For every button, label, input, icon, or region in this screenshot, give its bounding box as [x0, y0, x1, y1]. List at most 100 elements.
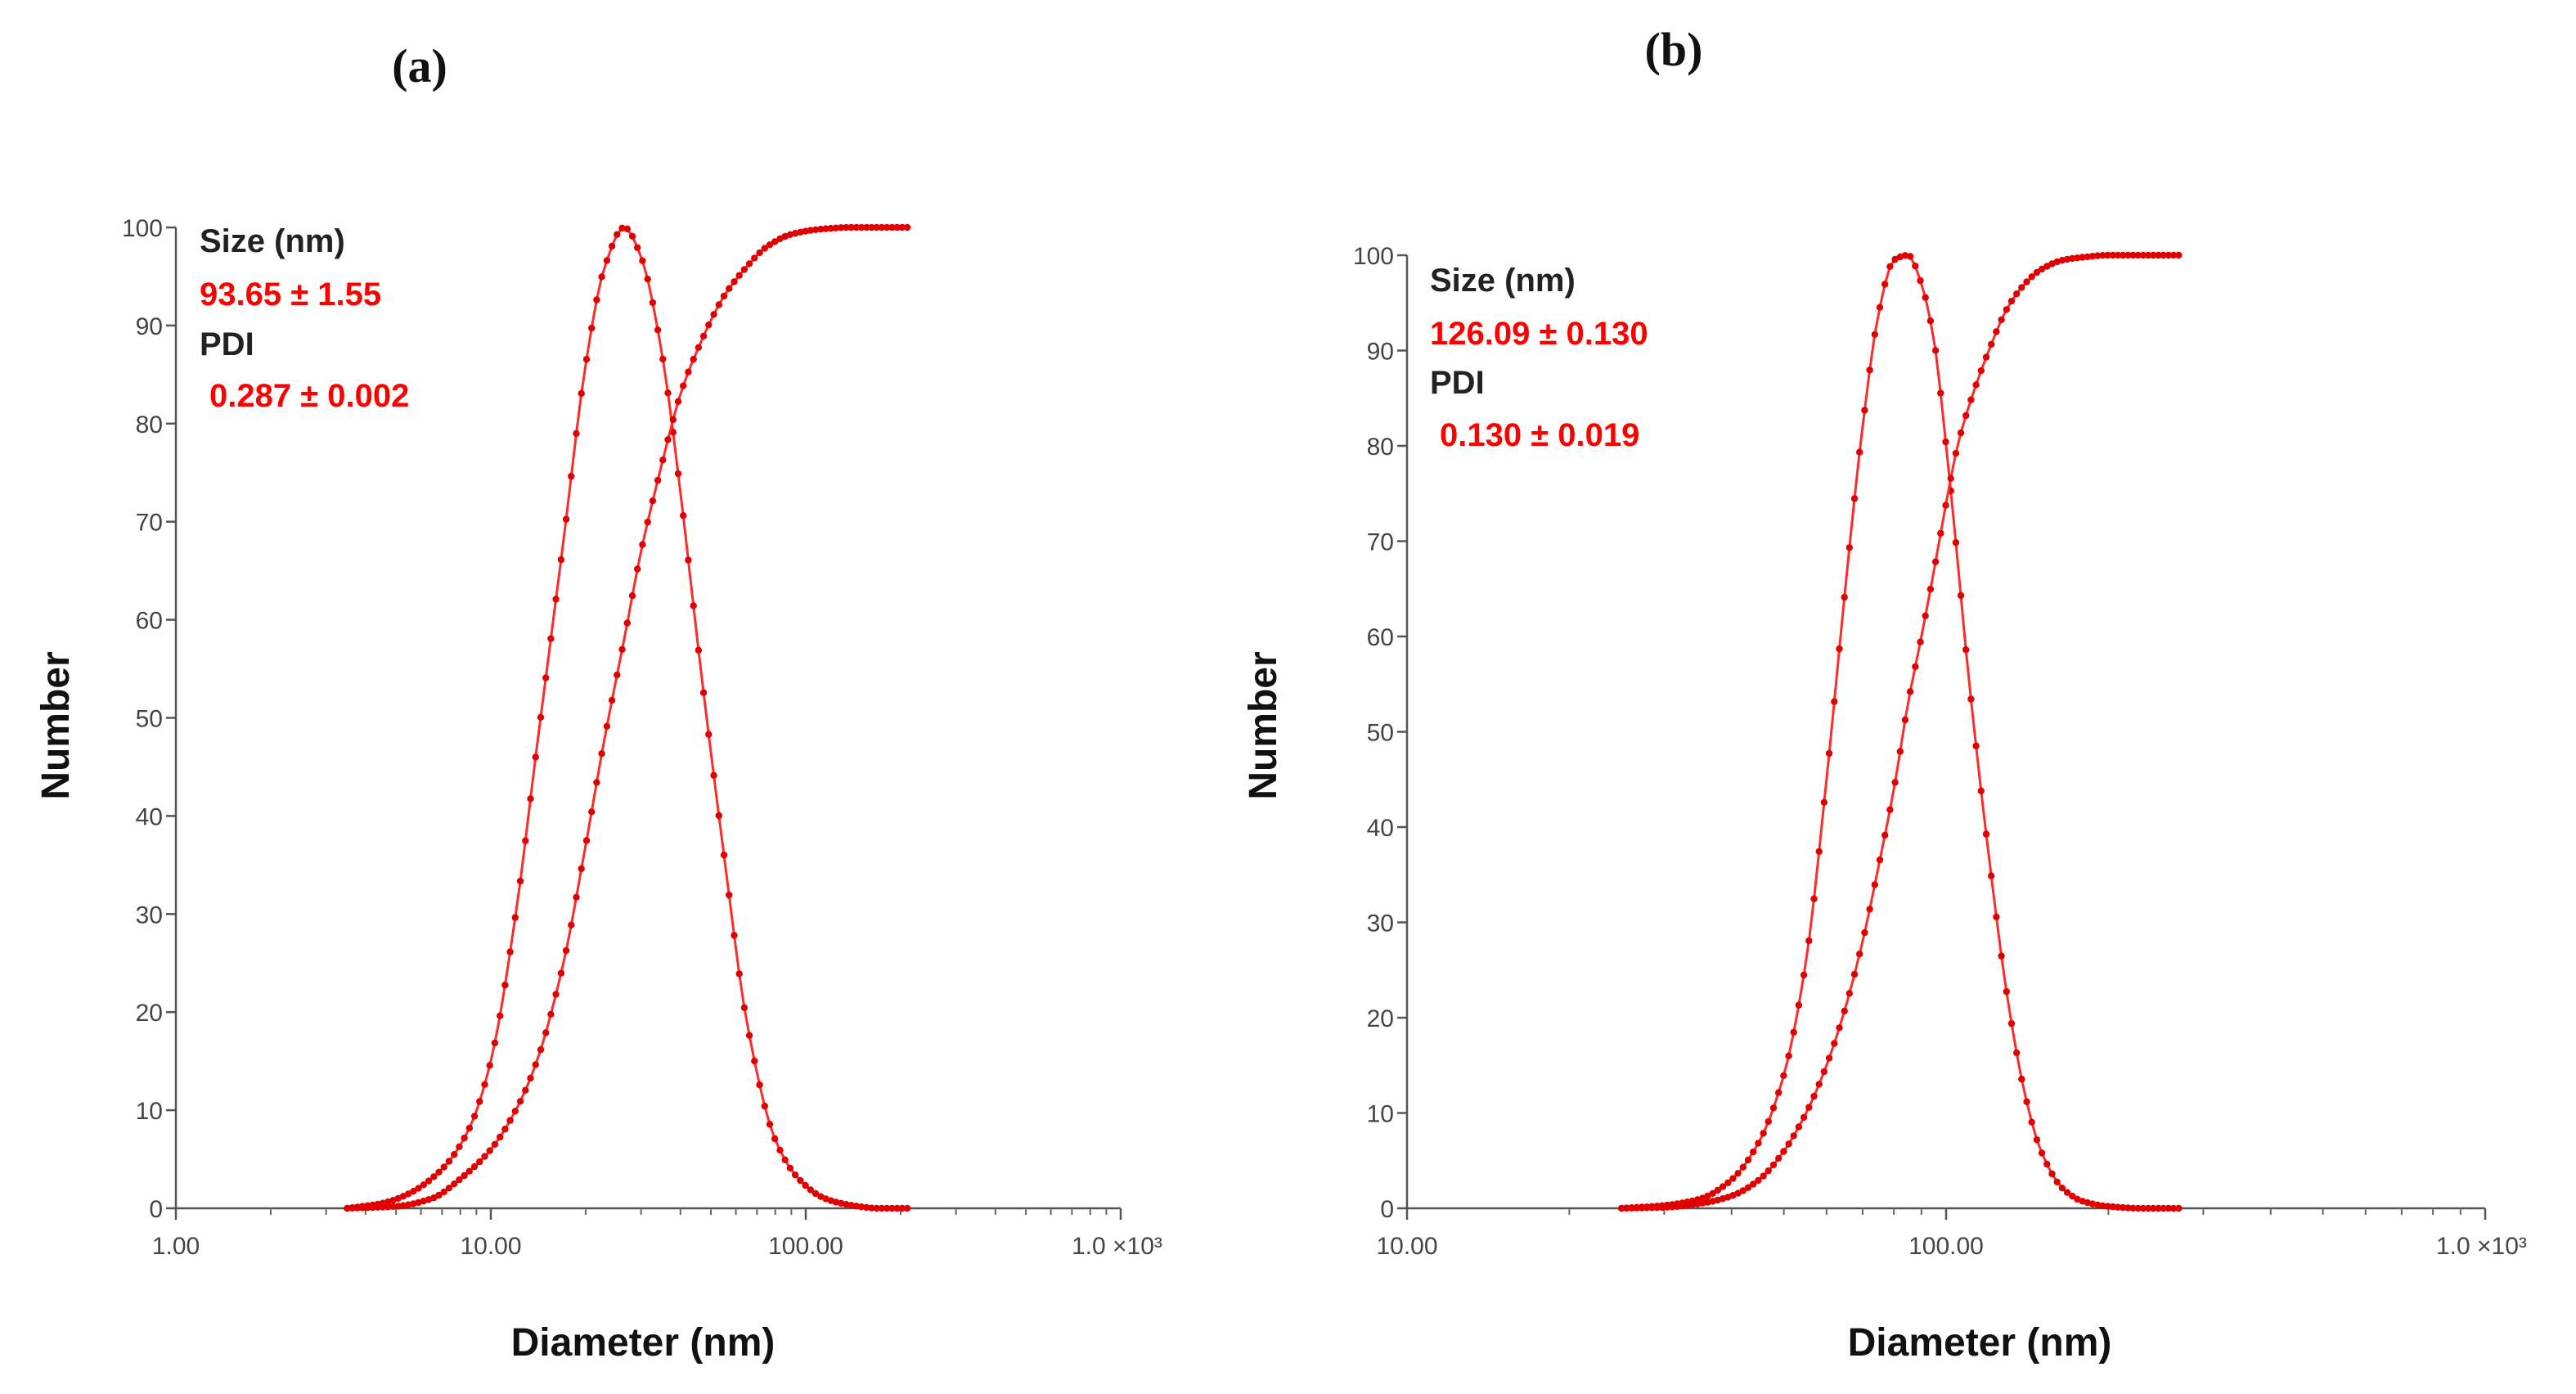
data-point	[1815, 848, 1823, 856]
data-point	[461, 1134, 468, 1142]
data-point	[440, 1188, 447, 1196]
data-point	[532, 753, 539, 761]
data-point	[562, 515, 570, 523]
data-point	[2114, 1203, 2122, 1211]
data-point	[404, 1201, 412, 1208]
data-point	[353, 1204, 362, 1212]
data-point	[1977, 787, 1985, 794]
data-point	[1922, 294, 1929, 301]
data-point	[639, 541, 646, 548]
data-point	[1876, 856, 1884, 864]
data-point	[2043, 1160, 2051, 1168]
data-point	[1820, 798, 1828, 806]
size-value-b: 126.09 ± 0.130	[1430, 316, 1648, 352]
data-point	[674, 398, 682, 405]
data-point	[1922, 612, 1929, 619]
x-tick-label: 100.00	[768, 1233, 843, 1260]
data-point	[369, 1203, 376, 1212]
data-point	[751, 254, 758, 262]
data-point	[1825, 749, 1833, 758]
data-point	[690, 356, 697, 363]
data-point	[430, 1194, 438, 1202]
series-line	[347, 227, 908, 1210]
data-point	[659, 456, 667, 464]
data-point	[435, 1191, 443, 1199]
data-point	[1820, 1068, 1828, 1076]
data-point	[2088, 253, 2097, 260]
data-point	[1912, 663, 1919, 671]
data-point	[1648, 1204, 1656, 1212]
data-point	[2134, 1204, 2142, 1212]
data-point	[847, 1202, 855, 1209]
data-point	[726, 891, 733, 899]
data-point	[1739, 1187, 1747, 1194]
data-point	[817, 226, 825, 233]
data-point	[1744, 1156, 1752, 1164]
data-point	[1699, 1199, 1706, 1207]
data-point	[888, 1204, 896, 1212]
data-point	[1775, 1089, 1783, 1096]
data-point	[1850, 495, 1859, 502]
data-point	[2007, 297, 2016, 305]
data-point	[731, 278, 738, 286]
data-point	[1663, 1203, 1671, 1211]
data-point	[456, 1143, 463, 1151]
data-point	[2144, 251, 2152, 259]
data-point	[425, 1196, 433, 1203]
data-point	[1790, 1132, 1797, 1140]
data-point	[2058, 1185, 2066, 1192]
data-point	[1993, 328, 2000, 335]
y-tick-label: 100	[122, 215, 163, 242]
data-point	[1704, 1192, 1711, 1200]
data-point	[481, 1081, 488, 1088]
data-point	[756, 249, 763, 257]
data-point	[2169, 1204, 2178, 1212]
data-point	[1881, 281, 1889, 288]
data-point	[562, 947, 570, 955]
data-point	[710, 311, 717, 318]
data-point	[1785, 1052, 1792, 1059]
data-point	[2129, 1204, 2137, 1212]
data-point	[623, 225, 631, 232]
data-point	[435, 1168, 443, 1176]
data-point	[578, 389, 585, 398]
data-point	[857, 223, 865, 232]
data-point	[852, 223, 861, 232]
pdi-title-a: PDI	[200, 326, 254, 362]
data-point	[1825, 1054, 1833, 1062]
data-point	[2003, 306, 2010, 313]
data-point	[1688, 1201, 1697, 1208]
data-point	[465, 1124, 473, 1132]
data-point	[456, 1176, 463, 1184]
data-point	[827, 224, 834, 232]
data-point	[680, 382, 687, 389]
data-point	[807, 227, 814, 234]
data-point	[1734, 1170, 1742, 1177]
data-point	[873, 223, 880, 232]
data-point	[1982, 353, 1990, 361]
data-point	[1926, 586, 1935, 593]
data-point	[659, 355, 667, 363]
x-tick-label: 10.00	[460, 1233, 521, 1260]
data-point	[2033, 268, 2041, 277]
data-point	[1931, 347, 1940, 354]
data-point	[868, 223, 875, 232]
data-point	[2033, 1136, 2041, 1144]
data-point	[1977, 366, 1985, 375]
data-point	[2094, 1201, 2102, 1209]
data-point	[593, 779, 600, 786]
data-point	[807, 1186, 814, 1194]
data-point	[628, 592, 636, 600]
data-point	[497, 1133, 504, 1141]
data-point	[1998, 952, 2005, 960]
data-point	[1760, 1130, 1767, 1137]
data-point	[634, 244, 641, 251]
data-point	[664, 389, 672, 397]
data-point	[837, 224, 845, 232]
y-tick-label: 60	[1367, 624, 1394, 651]
data-point	[440, 1163, 447, 1171]
data-point	[608, 242, 616, 250]
series-line	[1621, 254, 2179, 1210]
data-point	[415, 1185, 422, 1192]
chart-b: (b) Size (nm) 126.09 ± 0.130 PDI 0.130 ±…	[1242, 23, 2527, 1365]
